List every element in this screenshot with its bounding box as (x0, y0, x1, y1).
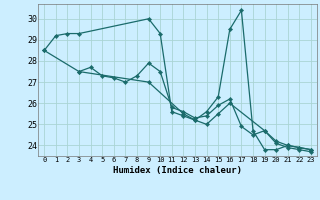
X-axis label: Humidex (Indice chaleur): Humidex (Indice chaleur) (113, 166, 242, 175)
